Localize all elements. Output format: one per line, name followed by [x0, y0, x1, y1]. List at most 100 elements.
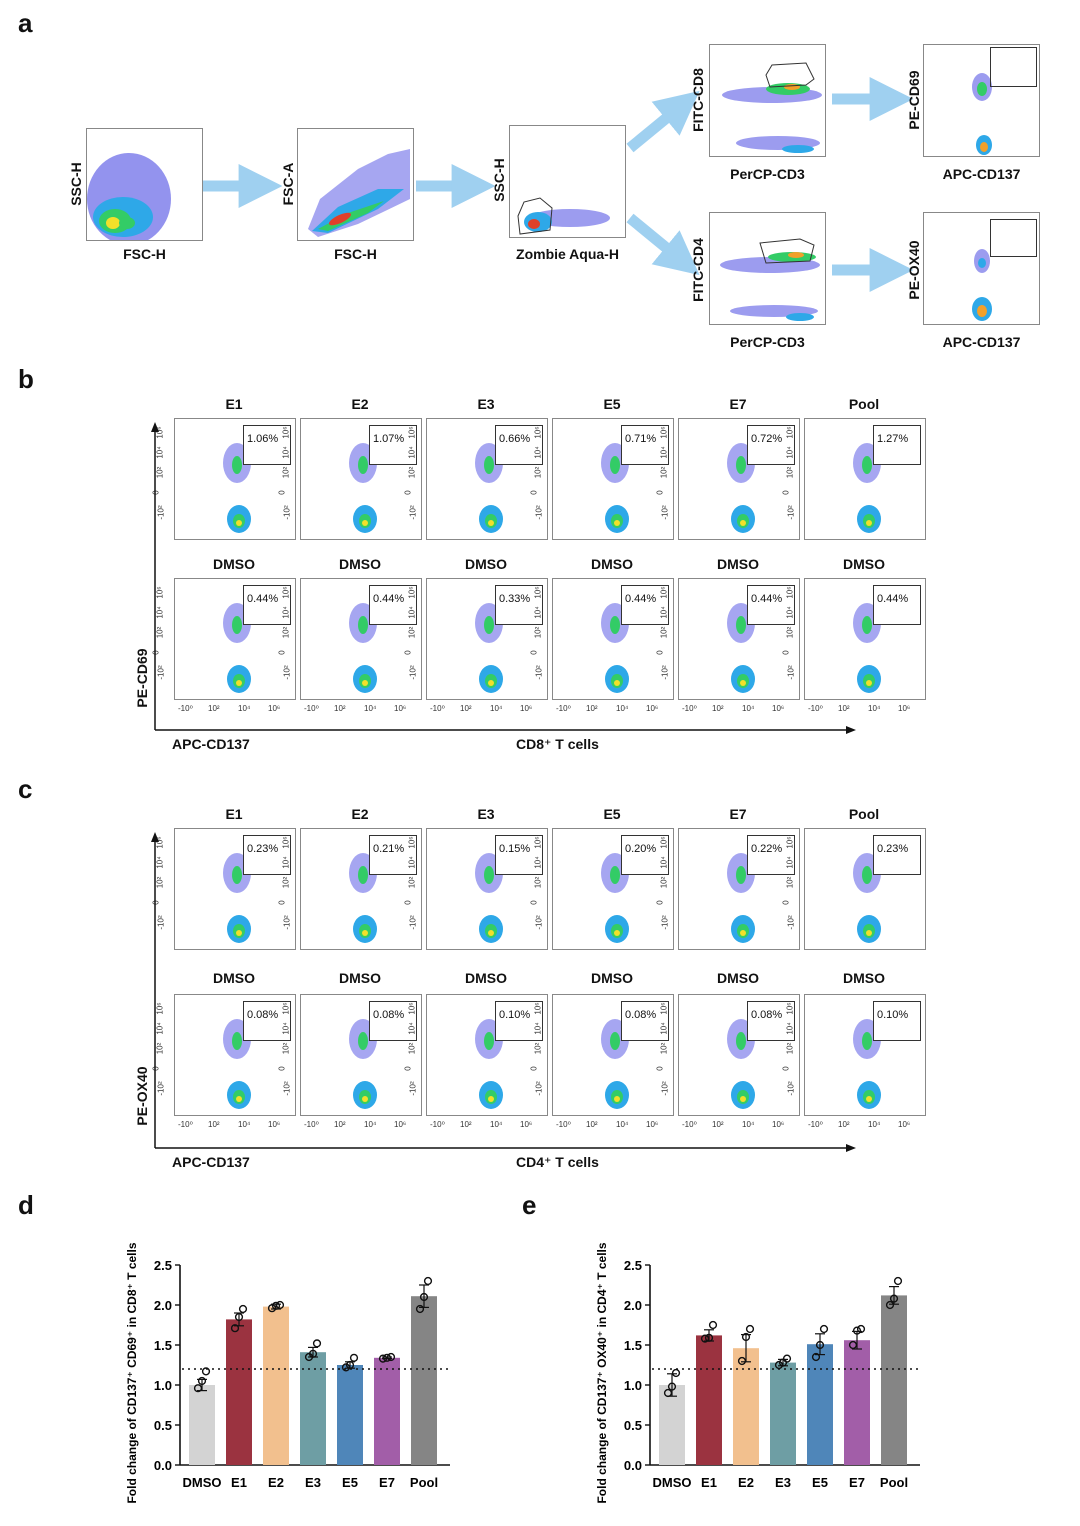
flow-plot: 0.15% [426, 828, 548, 950]
x-tick-label: 10⁴ [364, 1120, 377, 1129]
gate-percentage: 0.44% [373, 593, 405, 605]
x-tick-label: 10⁶ [268, 1120, 281, 1129]
gate-box [495, 585, 543, 625]
flow-plot: 0.72% [678, 418, 800, 540]
data-point [419, 1292, 429, 1302]
y-tick-label: 2.5 [624, 1258, 642, 1273]
gating-arrow [626, 213, 700, 276]
x-tick-label: 10² [586, 1120, 598, 1129]
data-point [704, 1333, 714, 1342]
y-tick-label: 0.0 [154, 1458, 172, 1473]
x-tick-label: 10⁶ [772, 1120, 785, 1129]
gating-plot-fsc-fsca [297, 128, 414, 241]
gating-xlabel: Zombie Aqua-H [516, 246, 619, 262]
condition-label: E5 [603, 396, 621, 412]
category-label: E2 [738, 1475, 754, 1490]
bar [300, 1352, 326, 1465]
condition-label: E5 [603, 806, 621, 822]
y-tick-label: 1.5 [154, 1338, 172, 1353]
data-point [423, 1276, 433, 1286]
x-tick-label: -10⁰ [682, 704, 697, 713]
bar [770, 1362, 796, 1465]
data-point [663, 1388, 673, 1398]
gate-box [369, 425, 417, 465]
x-tick-label: 10² [460, 1120, 472, 1129]
category-label: Pool [410, 1475, 438, 1490]
x-tick-label: 10² [208, 1120, 220, 1129]
gate-percentage: 0.21% [373, 843, 405, 855]
x-tick-label: 10⁶ [520, 704, 533, 713]
gate-percentage: 0.22% [751, 843, 783, 855]
data-point [745, 1324, 755, 1334]
flow-x-arrowhead [846, 726, 856, 734]
x-tick-label: 10² [334, 1120, 346, 1129]
gate-box [621, 1001, 669, 1041]
flow-y-arrowhead [151, 422, 159, 432]
panel-letter-a: a [18, 8, 33, 38]
flow-plot: 0.08% [552, 994, 674, 1116]
flow-density [727, 443, 755, 533]
x-tick-label: 10⁶ [268, 704, 281, 713]
gate-percentage: 0.20% [625, 843, 657, 855]
control-label: DMSO [339, 970, 381, 986]
chart-y-label: Fold change of CD137⁺ CD69⁺ in CD8⁺ T ce… [125, 1242, 139, 1503]
gate-box [873, 835, 921, 875]
x-tick-label: -10⁰ [556, 1120, 571, 1129]
x-tick-label: 10⁴ [868, 1120, 881, 1129]
flow-density [601, 1019, 629, 1109]
flow-plot: 0.08% [300, 994, 422, 1116]
gate-percentage: 0.15% [499, 843, 531, 855]
gating-xlabel: FSC-H [334, 246, 377, 262]
x-tick-label: 10⁴ [868, 704, 881, 713]
x-axis-label: APC-CD137 [172, 1154, 250, 1170]
gate-percentage: 0.44% [877, 593, 909, 605]
data-point [737, 1356, 747, 1366]
flow-density [601, 443, 629, 533]
gating-arrow [626, 90, 700, 153]
bar [733, 1348, 759, 1465]
gating-plot-ox40 [923, 212, 1040, 325]
flow-plot: 0.23% [174, 828, 296, 950]
gate-percentage: 0.08% [247, 1009, 279, 1021]
data-point [782, 1354, 792, 1363]
x-tick-label: -10⁰ [808, 1120, 823, 1129]
control-label: DMSO [213, 556, 255, 572]
bar-chart-d: 0.0 0.5 1.0 1.5 2.0 2.5 Fold change of CD137⁺ … [125, 1242, 450, 1504]
flow-density [475, 443, 503, 533]
bar [844, 1340, 870, 1465]
gating-xlabel: FSC-H [123, 246, 166, 262]
x-tick-label: 10⁶ [898, 1120, 911, 1129]
gate-percentage: 0.44% [625, 593, 657, 605]
flow-plot: 0.71% [552, 418, 674, 540]
x-tick-label: 10⁴ [238, 1120, 251, 1129]
data-point [193, 1384, 203, 1393]
x-tick-label: 10⁴ [742, 1120, 755, 1129]
gate-percentage: 0.23% [247, 843, 279, 855]
x-tick-label: 10⁶ [394, 704, 407, 713]
flow-plot: 0.66% [426, 418, 548, 540]
gate-box [495, 425, 543, 465]
data-point [811, 1352, 821, 1362]
bar [374, 1357, 400, 1465]
y-tick-label: 1.5 [624, 1338, 642, 1353]
category-label: E5 [342, 1475, 358, 1490]
category-label: Pool [880, 1475, 908, 1490]
x-tick-label: 10⁴ [238, 704, 251, 713]
gate-box [621, 425, 669, 465]
gating-xlabel: PerCP-CD3 [730, 166, 805, 182]
flow-plot: 0.21% [300, 828, 422, 950]
gate-box [873, 585, 921, 625]
data-point [201, 1367, 211, 1376]
flow-plot: 0.23% [804, 828, 926, 950]
x-tick-label: 10⁶ [898, 704, 911, 713]
gating-xlabel: APC-CD137 [942, 166, 1021, 182]
gate-box [495, 835, 543, 875]
x-tick-label: 10² [460, 704, 472, 713]
gate-box [369, 835, 417, 875]
x-tick-label: 10⁶ [646, 704, 659, 713]
gate-percentage: 0.10% [877, 1009, 909, 1021]
gate-box [990, 47, 1037, 87]
x-tick-label: -10⁰ [178, 704, 193, 713]
gate-box [495, 1001, 543, 1041]
flow-plot: 0.44% [804, 578, 926, 700]
